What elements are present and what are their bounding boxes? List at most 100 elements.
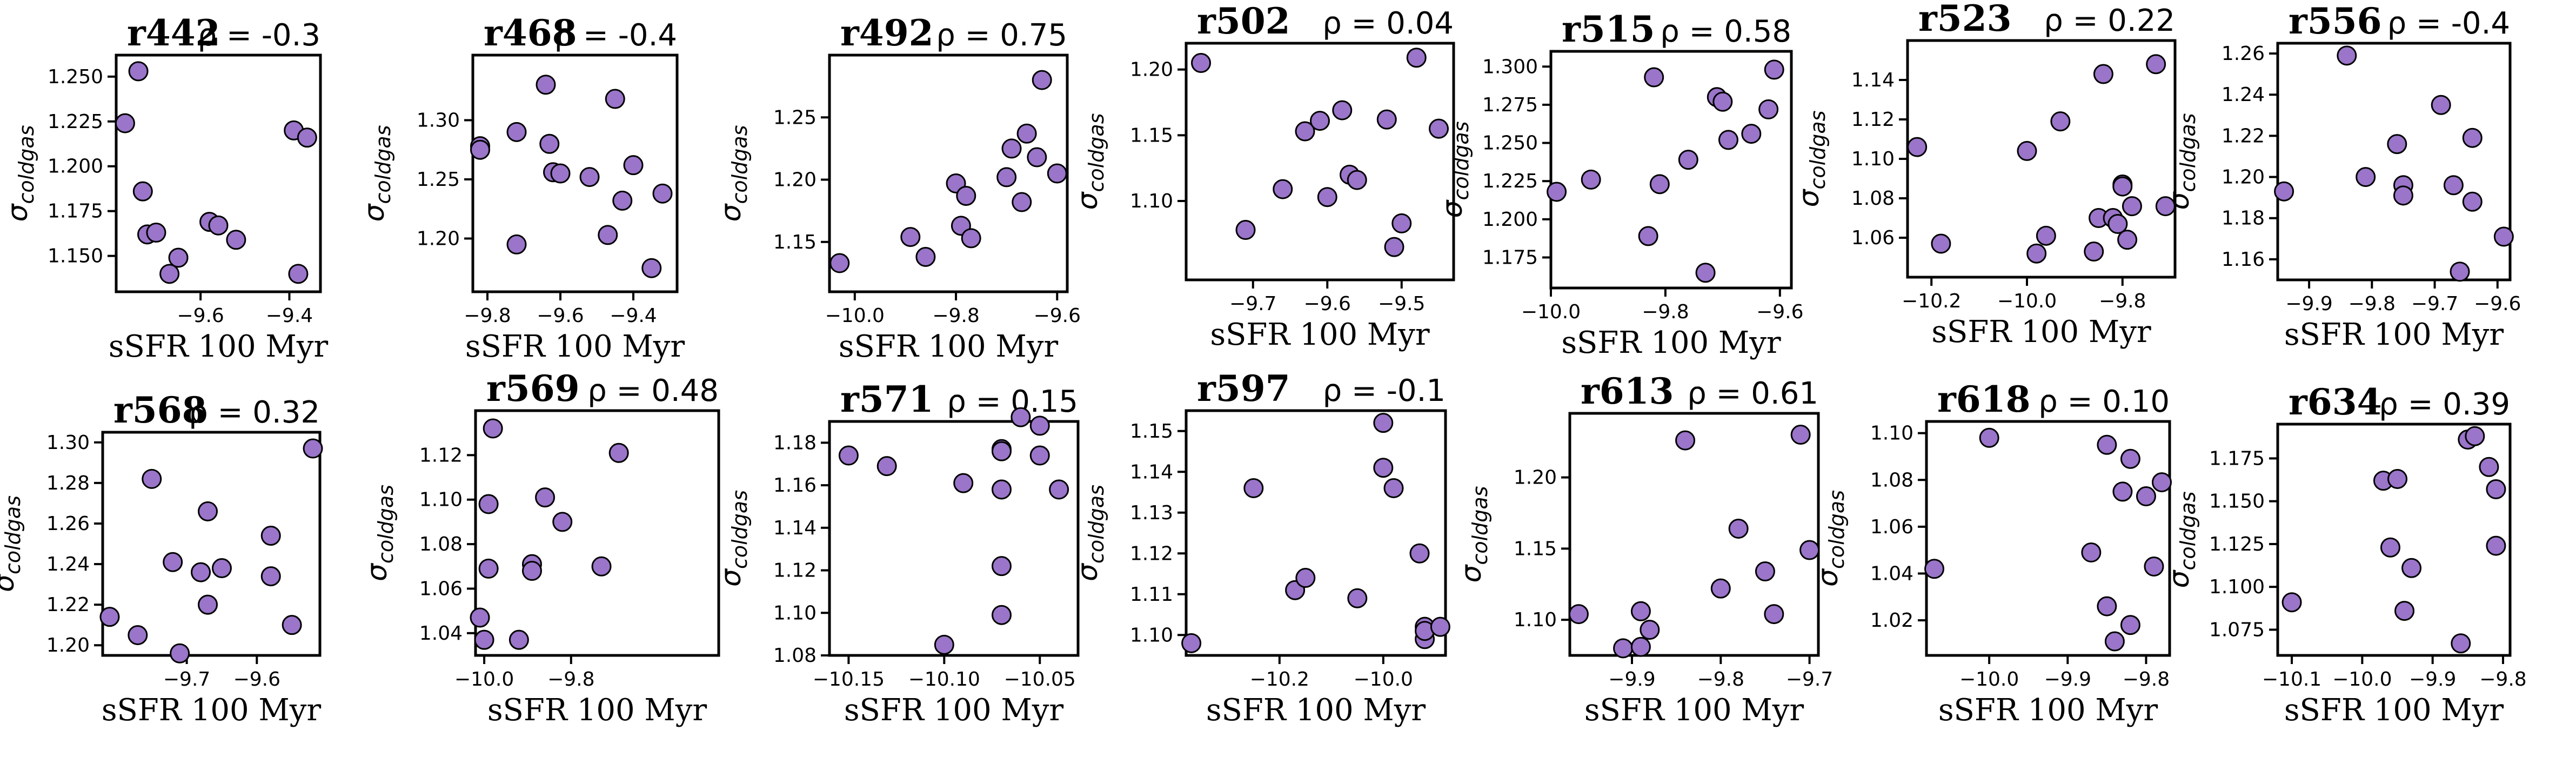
data-point — [1029, 415, 1050, 436]
x-tick-label: −9.8 — [932, 305, 979, 327]
data-point — [2450, 262, 2470, 282]
panel-r492: −10.0 −9.8 −9.6 1.15 1.20 1.25 sSFR 100 Myr σco… — [715, 12, 1081, 364]
panel-title: r502 — [1197, 0, 1290, 42]
data-point — [260, 566, 281, 587]
data-point — [591, 556, 612, 577]
x-tick-label: −9.6 — [233, 668, 280, 691]
y-tick-label: 1.10 — [1514, 609, 1557, 631]
data-point — [1581, 169, 1601, 190]
y-axis-label: σcoldgas — [361, 485, 398, 581]
y-tick-label: 1.25 — [773, 106, 817, 129]
x-axis-label: sSFR 100 Myr — [1210, 317, 1430, 352]
data-point — [1979, 427, 1999, 448]
y-axis-label: σcoldgas — [0, 495, 25, 592]
rho-value: ρ = -0.4 — [2387, 6, 2510, 41]
data-point — [641, 258, 662, 278]
data-point — [2462, 128, 2483, 148]
y-tick-label: 1.10 — [1130, 190, 1173, 212]
plot-frame — [1185, 42, 1455, 282]
y-tick-label: 1.275 — [1482, 94, 1538, 116]
y-tick-label: 1.14 — [773, 517, 817, 539]
data-point — [1568, 604, 1589, 625]
data-point — [2274, 181, 2294, 202]
y-tick-label: 1.22 — [46, 594, 90, 616]
data-point — [2036, 225, 2056, 246]
y-tick-label: 1.12 — [1851, 109, 1895, 131]
data-point — [1235, 220, 1256, 240]
data-point — [146, 223, 166, 243]
data-point — [474, 629, 494, 650]
data-point — [1332, 100, 1353, 120]
rho-value: ρ = 0.04 — [1322, 6, 1454, 41]
data-point — [598, 225, 618, 245]
y-tick-label: 1.26 — [2222, 43, 2265, 65]
panel-title: r613 — [1581, 370, 1674, 412]
y-tick-label: 1.20 — [46, 634, 90, 656]
y-tick-label: 1.250 — [1482, 132, 1538, 155]
data-point — [1931, 233, 1951, 254]
x-tick-label: −10.0 — [2332, 668, 2392, 691]
data-point — [478, 558, 499, 579]
data-point — [1032, 70, 1052, 90]
data-point — [2122, 196, 2142, 217]
data-point — [550, 163, 571, 184]
y-tick-label: 1.14 — [1130, 461, 1173, 483]
data-point — [521, 561, 542, 581]
data-point — [2380, 537, 2400, 558]
data-point — [470, 607, 490, 628]
x-tick-label: −9.5 — [1378, 293, 1425, 315]
panel-r571: −10.15 −10.10 −10.05 1.08 1.10 1.12 1.14 1.16 1.… — [715, 378, 1080, 728]
x-axis-label: sSFR 100 Myr — [487, 693, 707, 728]
data-point — [1649, 174, 1670, 195]
x-axis-label: sSFR 100 Myr — [1931, 314, 2151, 350]
y-tick-label: 1.12 — [1130, 542, 1173, 565]
x-tick-label: −9.4 — [610, 305, 657, 327]
x-tick-label: −9.8 — [464, 305, 511, 327]
y-tick-label: 1.10 — [1130, 624, 1173, 646]
data-point — [934, 634, 954, 655]
y-tick-label: 1.06 — [1851, 227, 1895, 249]
x-tick-label: −10.2 — [1902, 290, 1961, 312]
plot-frame — [2276, 423, 2512, 657]
data-point — [1741, 124, 1762, 144]
data-point — [623, 155, 644, 176]
data-point — [198, 501, 218, 521]
data-point — [2112, 176, 2133, 197]
plot-frame — [471, 53, 679, 293]
data-point — [2387, 468, 2408, 489]
data-point — [2155, 196, 2176, 217]
panel-title: r468 — [484, 12, 577, 54]
y-tick-label: 1.125 — [2209, 533, 2265, 555]
y-tick-label: 1.250 — [48, 66, 103, 88]
data-point — [1295, 121, 1315, 142]
data-point — [991, 556, 1012, 577]
data-point — [1295, 568, 1316, 588]
rho-value: ρ = 0.75 — [936, 18, 1067, 53]
data-point — [168, 247, 189, 268]
data-point — [2104, 631, 2125, 652]
y-tick-label: 1.20 — [773, 169, 817, 191]
data-point — [226, 230, 246, 250]
y-tick-label: 1.20 — [1514, 467, 1557, 489]
data-point — [2097, 596, 2117, 616]
y-tick-label: 1.02 — [1870, 609, 1913, 632]
panel-r523: −10.2 −10.0 −9.8 1.06 1.08 1.10 1.12 1.14 sSFR 1… — [1793, 0, 2177, 350]
panel-title: r634 — [2289, 381, 2382, 423]
x-tick-label: −10.0 — [1959, 668, 2019, 691]
x-tick-label: −10.0 — [1997, 290, 2057, 312]
data-point — [2107, 213, 2128, 234]
panel-r468: −9.8 −9.6 −9.4 1.20 1.25 1.30 sSFR 100 Myr σcol… — [358, 12, 685, 364]
data-point — [1027, 147, 1047, 167]
data-point — [1243, 478, 1264, 498]
x-axis-label: sSFR 100 Myr — [2284, 693, 2504, 728]
x-tick-label: −9.9 — [1608, 668, 1655, 691]
data-point — [1764, 59, 1784, 80]
data-point — [2084, 242, 2104, 262]
panel-r634: −10.1 −10.0 −9.9 −9.8 1.075 1.100 1.125 1.150 1.… — [2163, 381, 2527, 728]
x-tick-label: −9.7 — [163, 668, 210, 691]
panel-r568: −9.7 −9.6 1.20 1.22 1.24 1.26 1.28 1.30 sSFR 100… — [0, 389, 323, 728]
data-point — [159, 264, 180, 284]
data-point — [1191, 53, 1211, 73]
data-point — [2093, 64, 2113, 84]
rho-value: ρ = 0.39 — [2379, 387, 2510, 422]
